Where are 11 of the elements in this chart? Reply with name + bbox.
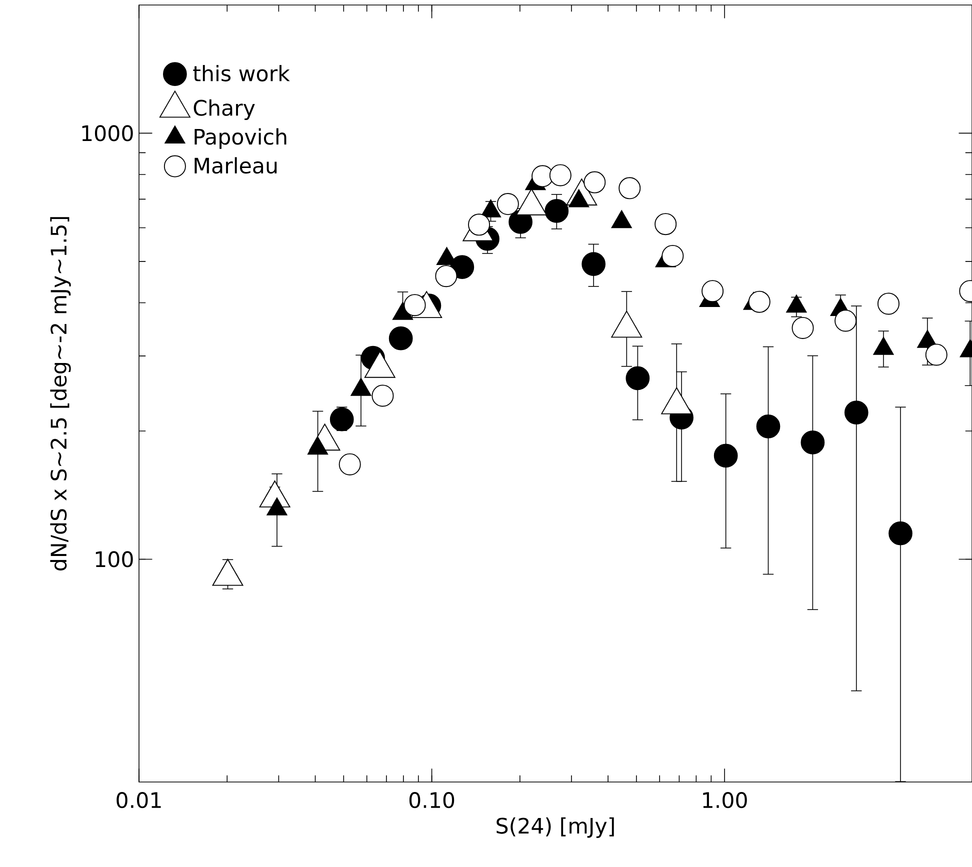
x-tick-label: 0.10: [409, 792, 454, 808]
x-axis-title: S(24) [mJy]: [496, 817, 614, 838]
y-tick-label: 1000: [82, 125, 133, 142]
legend-label: Chary: [194, 99, 255, 120]
x-tick-label: 0.01: [116, 792, 161, 808]
legend-label: Papovich: [194, 128, 286, 149]
x-tick-label: 1.00: [703, 792, 747, 808]
legend-label: Marleau: [194, 157, 277, 174]
y-axis-title: dN/dS x S~2.5 [deg~-2 mJy~1.5]: [50, 217, 71, 570]
legend-label: this work: [193, 64, 290, 82]
y-tick-label: 100: [96, 551, 133, 568]
